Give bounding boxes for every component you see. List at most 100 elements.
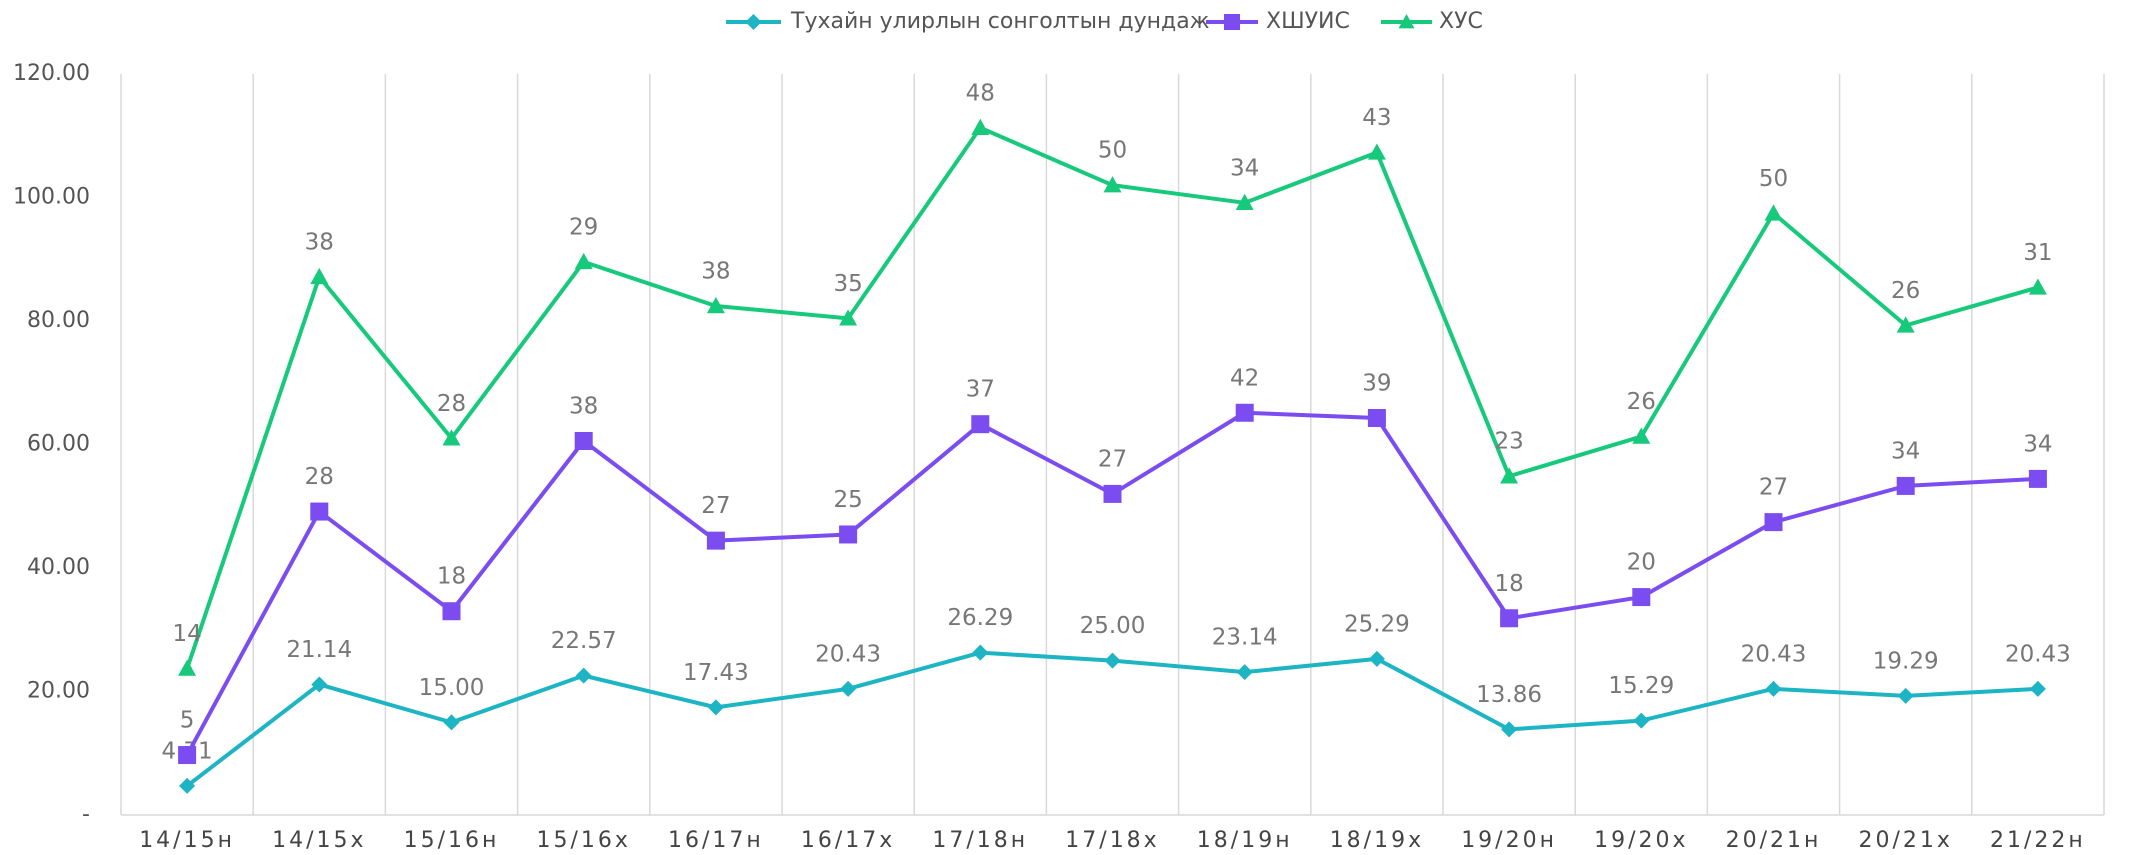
marker bbox=[2028, 469, 2047, 488]
x-tick-label: 17/18н bbox=[932, 828, 1028, 853]
data-label: 14 bbox=[172, 621, 201, 647]
data-label: 23 bbox=[1494, 429, 1523, 455]
marker bbox=[310, 502, 329, 521]
marker bbox=[1500, 609, 1519, 628]
y-tick-label: - bbox=[82, 802, 90, 827]
data-label: 34 bbox=[1891, 438, 1920, 464]
data-label: 19.29 bbox=[1873, 648, 1939, 674]
x-tick-label: 15/16н bbox=[404, 828, 500, 853]
marker bbox=[1764, 204, 1783, 221]
data-label: 21.14 bbox=[286, 637, 352, 663]
data-label: 26 bbox=[1891, 278, 1920, 304]
data-label: 27 bbox=[1759, 475, 1788, 501]
marker bbox=[1103, 176, 1122, 193]
marker bbox=[706, 531, 725, 550]
data-label: 28 bbox=[437, 391, 466, 417]
data-label: 50 bbox=[1759, 166, 1788, 192]
data-label: 18 bbox=[437, 564, 466, 590]
data-label: 5 bbox=[180, 708, 195, 734]
marker bbox=[1367, 143, 1386, 160]
marker bbox=[178, 746, 197, 765]
marker bbox=[1501, 721, 1518, 738]
data-label: 17.43 bbox=[683, 660, 749, 686]
x-tick-label: 19/20н bbox=[1461, 828, 1557, 853]
data-label: 29 bbox=[569, 214, 598, 240]
data-label: 20.43 bbox=[1741, 641, 1807, 667]
marker bbox=[972, 644, 989, 661]
x-tick-label: 20/21х bbox=[1858, 828, 1952, 853]
marker bbox=[971, 415, 990, 434]
data-label: 50 bbox=[1098, 138, 1127, 164]
x-tick-label: 18/19х bbox=[1330, 828, 1424, 853]
data-label: 27 bbox=[701, 493, 730, 519]
data-label: 38 bbox=[701, 258, 730, 284]
marker bbox=[1633, 712, 1650, 729]
marker bbox=[443, 714, 460, 731]
marker bbox=[1500, 467, 1519, 484]
y-tick-label: 60.00 bbox=[27, 432, 90, 457]
marker bbox=[1235, 403, 1254, 422]
marker bbox=[1897, 687, 1914, 704]
marker bbox=[1632, 588, 1651, 607]
data-label: 26.29 bbox=[947, 605, 1013, 631]
data-label: 39 bbox=[1362, 371, 1391, 397]
marker bbox=[178, 659, 197, 676]
data-label: 27 bbox=[1098, 446, 1127, 472]
marker bbox=[1367, 409, 1386, 428]
marker bbox=[971, 118, 990, 135]
marker bbox=[442, 429, 461, 446]
y-tick-label: 80.00 bbox=[27, 308, 90, 333]
marker bbox=[707, 699, 724, 716]
marker bbox=[575, 667, 592, 684]
series-line bbox=[185, 650, 2039, 788]
x-tick-label: 15/16х bbox=[536, 828, 630, 853]
data-label: 28 bbox=[305, 464, 334, 490]
marker bbox=[2029, 680, 2046, 697]
marker bbox=[1896, 316, 1915, 333]
data-label: 13.86 bbox=[1476, 682, 1542, 708]
data-label: 34 bbox=[1230, 155, 1259, 181]
marker bbox=[574, 431, 593, 450]
data-label: 34 bbox=[2023, 431, 2052, 457]
data-label: 20.43 bbox=[2005, 641, 2071, 667]
x-tick-label: 19/20х bbox=[1594, 828, 1688, 853]
marker bbox=[1896, 476, 1915, 495]
marker bbox=[1368, 650, 1385, 667]
x-tick-label: 20/21н bbox=[1726, 828, 1822, 853]
marker bbox=[1103, 484, 1122, 503]
data-label: 48 bbox=[966, 80, 995, 106]
marker bbox=[1235, 193, 1254, 211]
x-tick-label: 21/22н bbox=[1990, 828, 2086, 853]
marker bbox=[1236, 664, 1253, 681]
marker bbox=[179, 777, 196, 794]
legend-label: ХУС bbox=[1439, 9, 1483, 34]
data-label: 23.14 bbox=[1212, 625, 1278, 651]
y-tick-label: 40.00 bbox=[27, 555, 90, 580]
legend-marker bbox=[745, 14, 762, 30]
data-label: 25 bbox=[833, 487, 862, 513]
x-tick-label: 18/19н bbox=[1197, 828, 1293, 853]
y-tick-label: 20.00 bbox=[27, 679, 90, 704]
x-tick-label: 16/17х bbox=[801, 828, 895, 853]
marker bbox=[706, 296, 725, 314]
y-tick-label: 120.00 bbox=[13, 61, 90, 86]
marker bbox=[311, 676, 328, 693]
data-label: 20 bbox=[1627, 550, 1656, 576]
data-label: 38 bbox=[305, 229, 334, 255]
marker bbox=[2028, 278, 2047, 295]
y-tick-label: 100.00 bbox=[13, 185, 90, 210]
marker bbox=[574, 252, 593, 270]
data-label: 37 bbox=[966, 377, 995, 403]
marker bbox=[310, 267, 329, 285]
marker bbox=[1632, 427, 1651, 444]
legend-label: Тухайн улирлын сонголтын дундаж bbox=[790, 9, 1210, 34]
marker bbox=[1764, 513, 1783, 532]
data-label: 26 bbox=[1627, 389, 1656, 415]
x-tick-label: 14/15н bbox=[139, 828, 235, 853]
marker bbox=[839, 525, 858, 544]
marker bbox=[442, 602, 461, 621]
x-tick-label: 16/17н bbox=[668, 828, 764, 853]
data-label: 38 bbox=[569, 393, 598, 419]
data-label: 20.43 bbox=[815, 641, 881, 667]
